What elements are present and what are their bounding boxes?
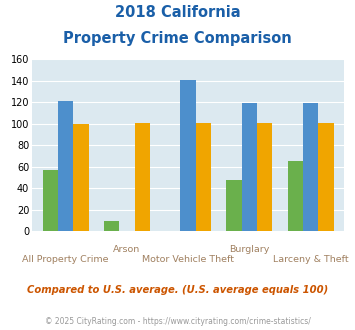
Legend: California, Missouri, National: California, Missouri, National bbox=[49, 326, 327, 330]
Text: © 2025 CityRating.com - https://www.cityrating.com/crime-statistics/: © 2025 CityRating.com - https://www.city… bbox=[45, 317, 310, 326]
Text: Arson: Arson bbox=[113, 245, 141, 254]
Bar bbox=[104, 221, 119, 231]
Bar bbox=[242, 103, 257, 231]
Bar bbox=[257, 123, 272, 231]
Bar bbox=[303, 103, 318, 231]
Text: Compared to U.S. average. (U.S. average equals 100): Compared to U.S. average. (U.S. average … bbox=[27, 285, 328, 295]
Bar bbox=[73, 124, 89, 231]
Text: 2018 California: 2018 California bbox=[115, 5, 240, 20]
Bar bbox=[318, 123, 334, 231]
Text: Property Crime Comparison: Property Crime Comparison bbox=[63, 31, 292, 46]
Bar bbox=[288, 161, 303, 231]
Bar bbox=[135, 123, 150, 231]
Text: Motor Vehicle Theft: Motor Vehicle Theft bbox=[142, 255, 234, 264]
Text: Burglary: Burglary bbox=[229, 245, 269, 254]
Bar bbox=[196, 123, 211, 231]
Bar bbox=[226, 180, 242, 231]
Bar bbox=[43, 170, 58, 231]
Bar bbox=[58, 101, 73, 231]
Bar bbox=[180, 80, 196, 231]
Text: All Property Crime: All Property Crime bbox=[22, 255, 109, 264]
Text: Larceny & Theft: Larceny & Theft bbox=[273, 255, 349, 264]
